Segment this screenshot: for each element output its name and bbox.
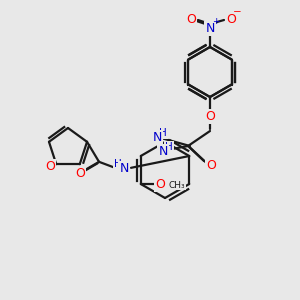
Text: +: + <box>212 16 219 26</box>
Text: N: N <box>152 131 162 144</box>
Text: −: − <box>233 7 242 17</box>
Text: N: N <box>119 162 129 175</box>
Text: O: O <box>75 167 85 180</box>
Text: O: O <box>206 159 216 172</box>
Text: H: H <box>114 159 122 169</box>
Text: O: O <box>45 160 55 173</box>
Text: H: H <box>159 128 167 138</box>
Text: N: N <box>158 145 168 158</box>
Text: CH₃: CH₃ <box>169 181 185 190</box>
Text: N: N <box>205 22 215 35</box>
Text: O: O <box>155 178 165 191</box>
Text: O: O <box>226 13 236 26</box>
Text: H: H <box>165 142 173 152</box>
Text: O: O <box>205 110 215 123</box>
Text: O: O <box>186 13 196 26</box>
